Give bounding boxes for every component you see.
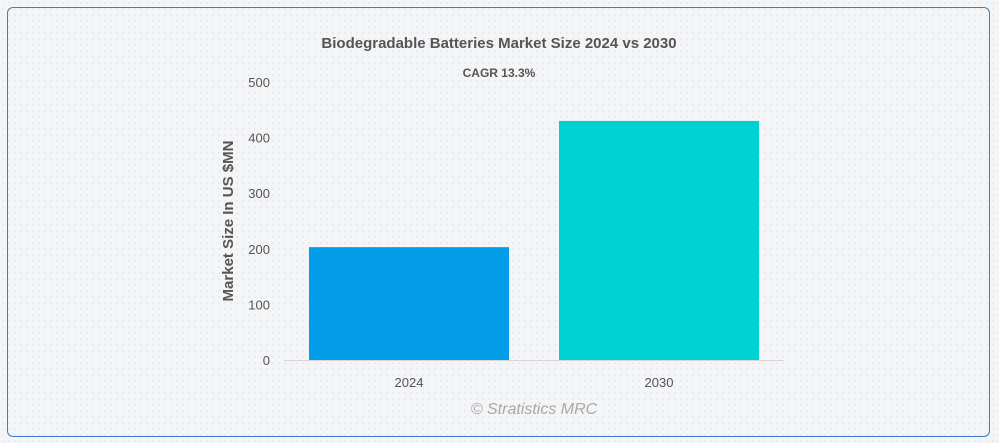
x-tick-label: 2024 xyxy=(395,375,424,390)
bar-2024[interactable] xyxy=(309,247,509,360)
y-axis-title: Market Size In US $MN xyxy=(220,141,237,302)
y-tick-label: 100 xyxy=(248,297,270,312)
y-tick-label: 400 xyxy=(248,131,270,146)
chart-frame xyxy=(7,7,990,437)
credit-watermark: © Stratistics MRC xyxy=(471,401,598,418)
bar-2030[interactable] xyxy=(559,120,759,360)
chart-title: Biodegradable Batteries Market Size 2024… xyxy=(321,35,676,52)
bars-group xyxy=(309,120,759,360)
y-tick-label: 500 xyxy=(248,75,270,90)
x-tick-label: 2030 xyxy=(645,375,674,390)
chart-subtitle: CAGR 13.3% xyxy=(463,66,536,80)
y-tick-label: 200 xyxy=(248,242,270,257)
y-tick-label: 0 xyxy=(263,353,270,368)
y-axis: 0 100 200 300 400 500 xyxy=(248,75,270,368)
x-axis: 2024 2030 xyxy=(395,375,674,390)
y-tick-label: 300 xyxy=(248,186,270,201)
